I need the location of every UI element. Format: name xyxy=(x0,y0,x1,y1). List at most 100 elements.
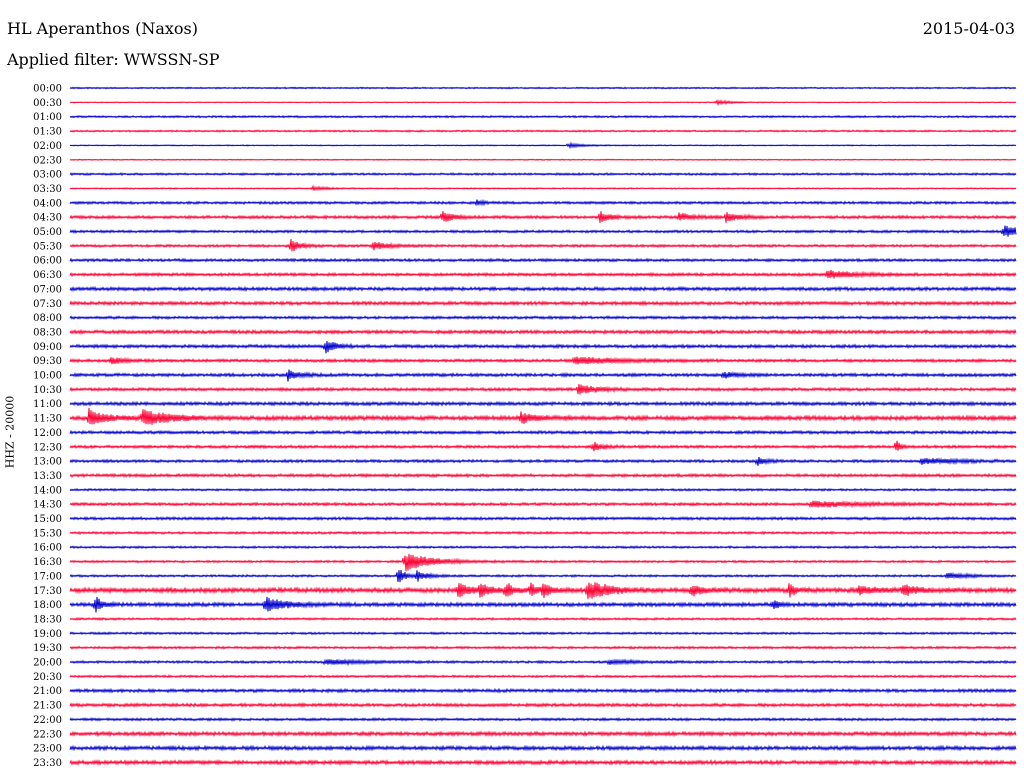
row-time-label: 09:00 xyxy=(33,342,62,353)
row-time-label: 04:00 xyxy=(33,198,62,209)
seismogram-trace-0730 xyxy=(69,300,1017,307)
row-time-label: 17:30 xyxy=(33,586,62,597)
seismogram-trace-1230 xyxy=(69,440,1017,452)
filter-name: WWSSN-SP xyxy=(123,50,220,69)
row-time-label: 01:30 xyxy=(33,127,62,138)
row-time-label: 15:30 xyxy=(33,528,62,539)
row-time-label: 12:00 xyxy=(33,428,62,439)
row-time-label: 00:00 xyxy=(33,84,62,95)
row-time-label: 13:00 xyxy=(33,457,62,468)
seismogram-trace-1130 xyxy=(69,407,1017,425)
row-time-label: 16:30 xyxy=(33,557,62,568)
seismogram-trace-1830 xyxy=(69,616,1017,622)
seismogram-trace-1630 xyxy=(69,553,1017,572)
row-time-label: 18:30 xyxy=(33,614,62,625)
seismogram-trace-2100 xyxy=(69,687,1017,694)
row-time-label: 08:30 xyxy=(33,327,62,338)
seismogram-trace-0800 xyxy=(69,314,1017,321)
seismogram-trace-0700 xyxy=(69,285,1017,293)
row-time-label: 22:30 xyxy=(33,729,62,740)
seismogram-trace-1300 xyxy=(69,456,1017,466)
row-time-label: 21:30 xyxy=(33,701,62,712)
row-time-label: 22:00 xyxy=(33,715,62,726)
row-time-label: 17:00 xyxy=(33,571,62,582)
seismogram-trace-0500 xyxy=(69,225,1017,237)
seismogram-trace-1400 xyxy=(69,487,1017,492)
seismogram-trace-2330 xyxy=(69,758,1017,767)
row-time-label: 10:00 xyxy=(33,371,62,382)
row-time-label: 14:30 xyxy=(33,500,62,511)
seismogram-trace-0030 xyxy=(69,99,1017,107)
seismogram-trace-0930 xyxy=(69,356,1017,365)
row-time-label: 02:30 xyxy=(33,155,62,166)
row-time-label: 15:00 xyxy=(33,514,62,525)
seismogram-trace-1930 xyxy=(69,645,1017,650)
row-time-label: 19:30 xyxy=(33,643,62,654)
seismogram-trace-1330 xyxy=(69,472,1017,479)
seismogram-trace-1730 xyxy=(69,582,1017,600)
seismogram-trace-1500 xyxy=(69,515,1017,522)
seismogram-trace-2300 xyxy=(69,744,1017,752)
seismogram-trace-1900 xyxy=(69,631,1017,636)
row-time-label: 04:30 xyxy=(33,213,62,224)
row-time-label: 03:30 xyxy=(33,184,62,195)
station-title: HL Aperanthos (Naxos) xyxy=(7,19,198,38)
seismogram-trace-1700 xyxy=(69,569,1017,583)
row-time-label: 11:00 xyxy=(33,399,62,410)
seismogram-trace-1800 xyxy=(69,596,1017,613)
filter-label: Applied filter: xyxy=(7,50,119,69)
row-time-label: 06:00 xyxy=(33,256,62,267)
seismogram-trace-0130 xyxy=(69,129,1017,133)
row-time-label: 20:30 xyxy=(33,672,62,683)
row-time-label: 23:00 xyxy=(33,744,62,755)
seismogram-trace-0100 xyxy=(69,114,1017,119)
row-time-label: 00:30 xyxy=(33,98,62,109)
row-time-label: 06:30 xyxy=(33,270,62,281)
seismogram-trace-1000 xyxy=(69,369,1017,382)
seismogram-trace-0530 xyxy=(69,239,1017,252)
seismogram-trace-0000 xyxy=(69,86,1017,90)
row-time-label: 10:30 xyxy=(33,385,62,396)
seismogram-trace-1100 xyxy=(69,400,1017,407)
seismogram-trace-0230 xyxy=(69,158,1017,161)
row-time-label: 07:30 xyxy=(33,299,62,310)
seismogram-trace-1530 xyxy=(69,530,1017,536)
row-time-label: 21:00 xyxy=(33,686,62,697)
seismogram-trace-1600 xyxy=(69,545,1017,550)
row-time-label: 05:00 xyxy=(33,227,62,238)
row-time-label: 09:30 xyxy=(33,356,62,367)
seismogram-trace-0900 xyxy=(69,340,1017,354)
row-time-label: 23:30 xyxy=(33,758,62,769)
row-time-label: 02:00 xyxy=(33,141,62,152)
channel-label-text: HHZ - 20000 xyxy=(3,395,16,469)
seismogram-trace-2030 xyxy=(69,674,1017,679)
row-time-label: 08:00 xyxy=(33,313,62,324)
row-time-label: 18:00 xyxy=(33,600,62,611)
seismogram-trace-0300 xyxy=(69,172,1017,177)
seismogram-trace-0430 xyxy=(69,211,1017,223)
row-time-label: 05:30 xyxy=(33,241,62,252)
seismogram-trace-0830 xyxy=(69,328,1017,336)
filter-line: Applied filter: WWSSN-SP xyxy=(7,50,220,70)
seismogram-trace-0330 xyxy=(69,184,1017,192)
row-time-label: 11:30 xyxy=(33,414,62,425)
row-time-label: 12:30 xyxy=(33,442,62,453)
row-time-label: 13:30 xyxy=(33,471,62,482)
seismogram-trace-2200 xyxy=(69,716,1017,722)
row-time-label: 01:00 xyxy=(33,112,62,123)
seismogram-trace-2130 xyxy=(69,702,1017,708)
row-time-label: 19:00 xyxy=(33,629,62,640)
seismogram-trace-1200 xyxy=(69,429,1017,436)
seismogram-trace-1030 xyxy=(69,384,1017,395)
seismogram-trace-0630 xyxy=(69,269,1017,279)
row-time-label: 14:00 xyxy=(33,485,62,496)
row-time-label: 20:00 xyxy=(33,658,62,669)
row-time-label: 03:00 xyxy=(33,170,62,181)
seismogram-trace-0600 xyxy=(69,257,1017,263)
date-label: 2015-04-03 xyxy=(922,19,1015,38)
row-time-label: 07:00 xyxy=(33,284,62,295)
seismogram-trace-0200 xyxy=(69,141,1017,150)
channel-label: HHZ - 20000 xyxy=(3,396,17,469)
seismogram-trace-2000 xyxy=(69,658,1017,667)
